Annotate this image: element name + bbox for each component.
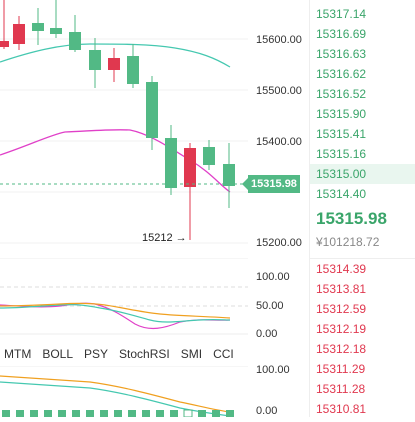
tab-cci[interactable]: CCI bbox=[213, 347, 234, 361]
bid-row[interactable]: 15312.19 bbox=[316, 322, 367, 336]
candle bbox=[50, 0, 62, 38]
candle bbox=[69, 15, 81, 52]
osc-line-teal bbox=[0, 304, 231, 323]
order-book: 15317.14 15316.69 15316.63 15316.62 1531… bbox=[310, 0, 415, 417]
bid-row[interactable]: 15313.81 bbox=[316, 282, 367, 296]
ask-row[interactable]: 15315.00 bbox=[310, 164, 415, 184]
candle bbox=[165, 125, 177, 195]
macd-axis-label-100: 100.00 bbox=[256, 364, 290, 376]
bid-row[interactable]: 15312.18 bbox=[316, 342, 367, 356]
bid-row[interactable]: 15311.29 bbox=[316, 362, 366, 376]
candle bbox=[89, 38, 101, 88]
macd-histogram bbox=[2, 409, 234, 418]
ask-row[interactable]: 15316.63 bbox=[316, 47, 367, 61]
bid-row[interactable]: 15314.39 bbox=[316, 262, 367, 276]
candle bbox=[32, 8, 44, 45]
candlestick-chart[interactable]: 15212 → bbox=[0, 0, 248, 256]
candle bbox=[127, 44, 139, 88]
ma-line-magenta bbox=[0, 129, 231, 193]
candle bbox=[203, 140, 215, 170]
current-price-badge: 15315.98 bbox=[242, 175, 300, 193]
tab-stochrsi[interactable]: StochRSI bbox=[119, 347, 170, 361]
osc-axis-label-100: 100.00 bbox=[256, 271, 290, 283]
low-price-annotation: 15212 → bbox=[142, 232, 187, 244]
candle bbox=[184, 143, 196, 240]
last-price-converted: ¥101218.72 bbox=[316, 235, 380, 249]
oscillator-svg bbox=[0, 257, 248, 335]
macd-chart[interactable] bbox=[0, 365, 248, 418]
ask-row[interactable]: 15316.52 bbox=[316, 87, 367, 101]
depth-divider bbox=[310, 258, 415, 259]
tab-boll[interactable]: BOLL bbox=[42, 347, 74, 361]
bid-row[interactable]: 15311.28 bbox=[316, 382, 366, 396]
bid-row[interactable]: 15312.59 bbox=[316, 302, 367, 316]
oscillator-chart[interactable] bbox=[0, 257, 248, 340]
macd-axis-label-0: 0.00 bbox=[256, 405, 278, 417]
price-axis: 15600.00 15500.00 15400.00 15200.00 1531… bbox=[242, 0, 310, 417]
bid-row[interactable]: 15310.81 bbox=[316, 402, 367, 416]
axis-label-15200: 15200.00 bbox=[256, 237, 302, 249]
ask-row[interactable]: 15317.14 bbox=[316, 7, 367, 21]
candle bbox=[146, 76, 158, 150]
ask-row[interactable]: 15315.16 bbox=[316, 147, 367, 161]
ask-row[interactable]: 15315.41 bbox=[316, 127, 367, 141]
ma-line-teal bbox=[0, 43, 231, 68]
axis-label-15400: 15400.00 bbox=[256, 136, 302, 148]
candle bbox=[0, 0, 9, 49]
axis-label-15500: 15500.00 bbox=[256, 85, 302, 97]
osc-axis-label-50: 50.00 bbox=[256, 300, 284, 312]
macd-line-orange bbox=[0, 375, 231, 413]
macd-svg bbox=[0, 365, 248, 418]
ask-row[interactable]: 15316.69 bbox=[316, 27, 367, 41]
candlestick-svg bbox=[0, 0, 248, 244]
tab-mtm[interactable]: MTM bbox=[4, 347, 32, 361]
candle bbox=[223, 143, 235, 208]
indicator-tab-bar: MTM BOLL PSY StochRSI SMI CCI bbox=[0, 343, 248, 365]
ask-row[interactable]: 15316.62 bbox=[316, 67, 367, 81]
tab-psy[interactable]: PSY bbox=[84, 347, 109, 361]
axis-label-15600: 15600.00 bbox=[256, 34, 302, 46]
candle bbox=[108, 48, 120, 82]
tab-smi[interactable]: SMI bbox=[180, 347, 203, 361]
osc-line-orange bbox=[0, 302, 231, 319]
candle bbox=[13, 16, 25, 50]
ask-row[interactable]: 15315.90 bbox=[316, 107, 367, 121]
osc-axis-label-0: 0.00 bbox=[256, 328, 278, 340]
last-price: 15315.98 bbox=[316, 209, 387, 228]
ask-row[interactable]: 15314.40 bbox=[316, 187, 367, 201]
